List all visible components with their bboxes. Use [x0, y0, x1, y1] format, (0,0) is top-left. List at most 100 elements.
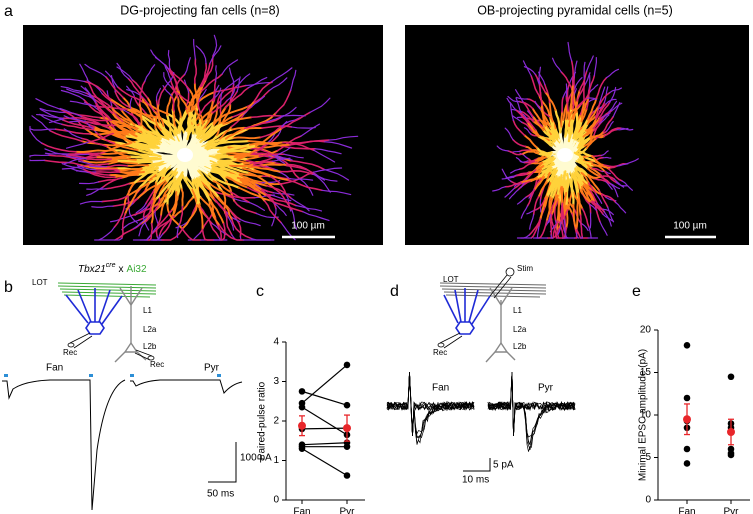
dendrite: [567, 106, 579, 121]
dendrite: [312, 173, 338, 182]
pair-line: [301, 364, 348, 404]
dendrite: [523, 160, 536, 164]
dendrite: [226, 175, 249, 189]
dendrite: [572, 120, 583, 140]
dendrite: [85, 158, 112, 161]
dendrite: [165, 167, 179, 184]
dendrite: [155, 114, 162, 131]
trace: [487, 371, 575, 437]
dendrite: [300, 123, 321, 137]
dendrite: [538, 220, 548, 239]
dendrite: [315, 175, 331, 193]
dendrite: [66, 88, 91, 98]
dendrite: [101, 92, 123, 111]
dendrite: [599, 221, 608, 236]
dendrite: [527, 158, 538, 162]
dendrite: [593, 177, 606, 182]
dendrite: [269, 199, 304, 213]
dendrite: [616, 127, 629, 131]
trace: [487, 371, 576, 452]
data-point: [343, 472, 351, 479]
dendrite: [197, 99, 202, 116]
dendrite: [250, 114, 282, 119]
dendrite: [177, 115, 183, 138]
dendrite: [236, 147, 261, 161]
trace-label: Fan: [432, 383, 449, 394]
dendrite: [239, 218, 261, 227]
dendrite: [572, 203, 578, 231]
dendrite: [510, 168, 521, 174]
mean-point: [298, 421, 306, 430]
dendrite: [43, 159, 82, 166]
dendrite: [602, 164, 618, 168]
dendrite: [212, 180, 232, 194]
dendrite: [625, 158, 639, 165]
dendrite: [44, 148, 68, 156]
dendrite: [181, 203, 198, 230]
dendrite: [551, 176, 561, 200]
dendrite: [279, 170, 314, 176]
soma: [177, 148, 193, 162]
dendrite: [512, 138, 527, 148]
dendrite: [110, 157, 137, 161]
dendrite: [549, 199, 557, 216]
dendrite: [504, 127, 514, 141]
dendrite: [526, 169, 537, 180]
dendrite: [216, 143, 251, 154]
dendrite: [120, 170, 145, 179]
dendrite: [265, 194, 297, 207]
dendrite: [123, 182, 135, 207]
dendrite: [534, 73, 547, 94]
dendrite: [117, 167, 144, 172]
dendrite: [72, 116, 103, 126]
mean-point: [343, 424, 351, 433]
dendrite: [565, 95, 569, 112]
dendrite: [501, 168, 512, 182]
dendrite: [597, 91, 611, 108]
dendrite: [577, 158, 594, 166]
dendrite: [97, 177, 123, 183]
dendrite: [562, 101, 569, 122]
dendrite: [166, 92, 174, 116]
dendrite: [537, 135, 554, 147]
dendrite: [548, 101, 554, 123]
neuron-reconstructions: [29, 34, 639, 241]
dendrite: [266, 184, 293, 200]
dendrite: [121, 213, 126, 240]
dendrite: [209, 199, 225, 225]
dendrite: [534, 100, 542, 111]
dendrite: [250, 164, 275, 171]
dendrite: [197, 117, 202, 140]
scale-label: 50 ms: [207, 489, 234, 500]
gene: Tbx21: [78, 264, 106, 275]
trace-label: Fan: [46, 363, 63, 374]
dendrite: [560, 110, 564, 128]
dendrite: [248, 201, 265, 212]
dendrite: [518, 100, 534, 110]
dendrite: [582, 127, 595, 138]
dendrite: [231, 218, 253, 240]
dendrite: [520, 178, 528, 189]
dendrite: [595, 193, 603, 204]
dendrite: [163, 71, 172, 88]
y-tick-label: 1: [273, 455, 279, 466]
dendrite: [226, 88, 236, 102]
dendrite: [321, 189, 352, 196]
dendrite: [533, 178, 542, 191]
dendrite: [601, 112, 611, 119]
dendrite: [156, 209, 173, 228]
dendrite: [230, 113, 245, 128]
dendrite: [200, 98, 214, 113]
dendrite: [203, 134, 219, 149]
dendrite: [272, 201, 287, 217]
dendrite: [515, 97, 522, 114]
diagram-label: LOT: [32, 278, 48, 287]
dendrite: [194, 58, 197, 85]
dendrite: [110, 119, 136, 134]
dendrite: [116, 86, 143, 103]
dendrite: [271, 208, 277, 227]
dendrite: [131, 79, 149, 99]
dendrite: [129, 97, 133, 112]
dendrite: [272, 192, 295, 196]
